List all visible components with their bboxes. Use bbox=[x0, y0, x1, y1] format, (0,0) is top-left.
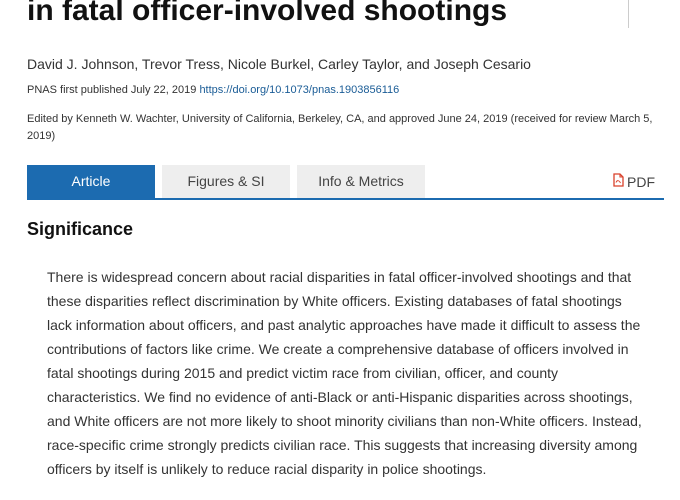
edited-by-note: Edited by Kenneth W. Wachter, University… bbox=[27, 113, 653, 142]
doi-link[interactable]: https://doi.org/10.1073/pnas.1903856116 bbox=[199, 84, 400, 96]
tab-article[interactable]: Article bbox=[27, 165, 155, 198]
article-tabs: Article Figures & SI Info & Metrics bbox=[27, 165, 432, 198]
publication-date: PNAS first published July 22, 2019 bbox=[27, 84, 197, 96]
publication-line: PNAS first published July 22, 2019 https… bbox=[27, 84, 399, 96]
tabs-underline bbox=[27, 198, 664, 200]
significance-text: There is widespread concern about racial… bbox=[47, 269, 642, 477]
article-title: in fatal officer-involved shootings bbox=[27, 0, 508, 27]
significance-heading: Significance bbox=[27, 219, 134, 239]
tab-figures-si[interactable]: Figures & SI bbox=[162, 165, 290, 198]
pdf-label: PDF bbox=[627, 173, 655, 190]
divider bbox=[628, 0, 629, 28]
author-list: David J. Johnson, Trevor Tress, Nicole B… bbox=[27, 56, 531, 72]
pdf-link[interactable]: PDF bbox=[613, 173, 655, 190]
pdf-file-icon bbox=[613, 173, 624, 190]
tab-info-metrics[interactable]: Info & Metrics bbox=[297, 165, 425, 198]
